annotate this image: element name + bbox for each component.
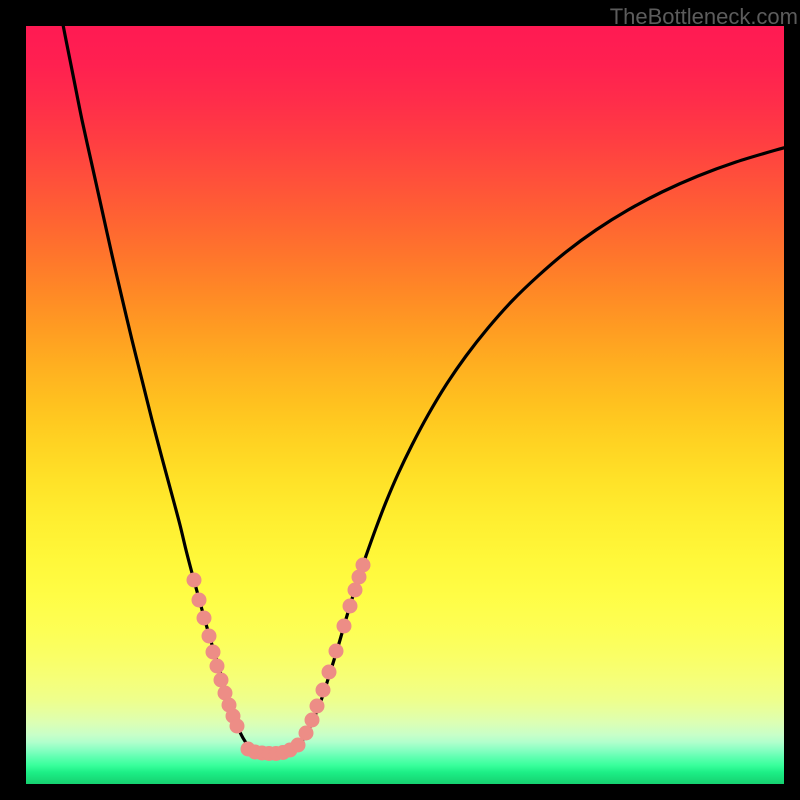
marker-right [305, 713, 319, 727]
marker-right [310, 699, 324, 713]
bottleneck-curve [55, 26, 784, 754]
marker-left [197, 611, 211, 625]
marker-left [210, 659, 224, 673]
marker-left [187, 573, 201, 587]
curve-layer [26, 26, 784, 784]
marker-left [202, 629, 216, 643]
marker-left [214, 673, 228, 687]
marker-left [192, 593, 206, 607]
marker-right [343, 599, 357, 613]
marker-bottom [291, 738, 305, 752]
marker-left [230, 719, 244, 733]
marker-right [329, 644, 343, 658]
marker-right [337, 619, 351, 633]
marker-right [348, 583, 362, 597]
marker-group [187, 558, 370, 761]
marker-right [316, 683, 330, 697]
marker-right [299, 726, 313, 740]
marker-left [206, 645, 220, 659]
marker-right [322, 665, 336, 679]
watermark-text: TheBottleneck.com [610, 4, 798, 30]
marker-right [356, 558, 370, 572]
plot-area [26, 26, 784, 784]
